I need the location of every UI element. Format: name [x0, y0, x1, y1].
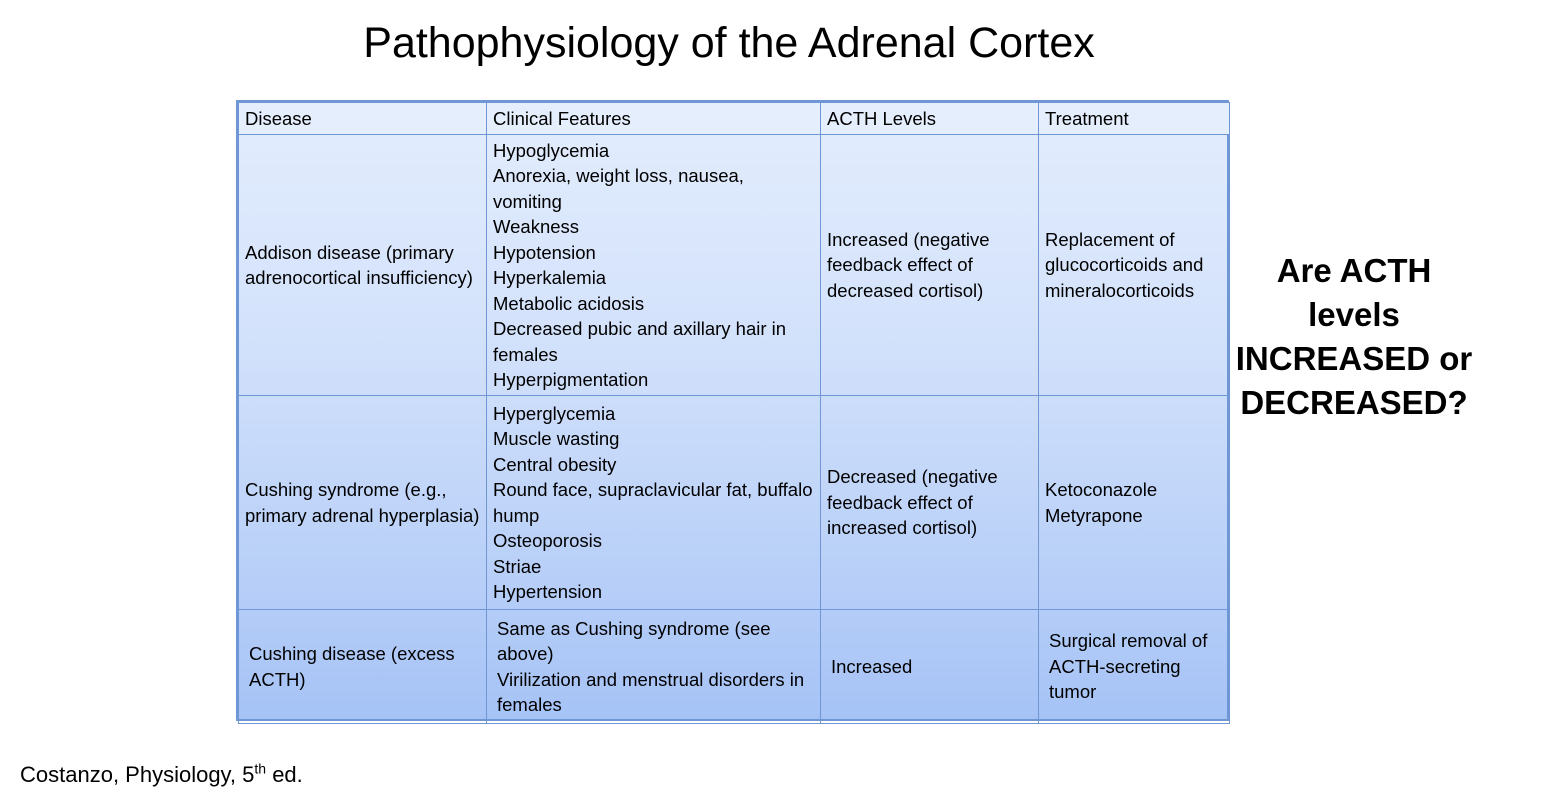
cell-treatment: Surgical removal of ACTH-secreting tumor [1038, 609, 1230, 724]
question-line: Are ACTH levels [1276, 252, 1432, 333]
feature-item: Virilization and menstrual disorders in … [497, 668, 805, 716]
treatment-item: Metyrapone [1045, 504, 1143, 526]
treatment-list: Ketoconazole Metyrapone [1045, 477, 1223, 528]
feature-item: Decreased pubic and axillary hair in fem… [493, 318, 787, 365]
table-header-row: Disease Clinical Features ACTH Levels Tr… [238, 102, 1230, 135]
citation-suffix: ed. [266, 762, 303, 787]
feature-item: Hyperglycemia [493, 402, 616, 424]
feature-item: Metabolic acidosis [493, 292, 645, 314]
feature-list: Hypoglycemia Anorexia, weight loss, naus… [493, 138, 814, 393]
feature-item: Osteoporosis [493, 530, 602, 551]
feature-item: Anorexia, weight loss, nausea, vomiting [493, 165, 744, 212]
header-treatment: Treatment [1038, 102, 1230, 135]
cell-acth-levels: Increased [820, 609, 1039, 724]
table-row-cushing-disease: Cushing disease (excess ACTH) Same as Cu… [238, 609, 1230, 724]
acth-question: Are ACTH levels INCREASED or DECREASED? [1230, 249, 1478, 425]
header-clinical-features: Clinical Features [486, 102, 821, 135]
feature-item: Hyperpigmentation [493, 369, 649, 390]
feature-item: Round face, supraclavicular fat, buffalo… [493, 479, 813, 526]
cell-treatment: Ketoconazole Metyrapone [1038, 395, 1230, 610]
feature-item: Hypertension [493, 581, 603, 602]
citation-superscript: th [254, 760, 267, 777]
header-acth-levels: ACTH Levels [820, 102, 1039, 135]
table-row-cushing-syndrome: Cushing syndrome (e.g., primary adrenal … [238, 395, 1230, 610]
cell-acth-levels: Increased (negative feedback effect of d… [820, 134, 1039, 396]
header-disease: Disease [238, 102, 487, 135]
cell-clinical-features: Same as Cushing syndrome (see above) Vir… [486, 609, 821, 724]
feature-list: Hyperglycemia Muscle wasting Central obe… [493, 401, 814, 605]
cell-treatment: Replacement of glucocorticoids and miner… [1038, 134, 1230, 396]
cell-acth-levels: Decreased (negative feedback effect of i… [820, 395, 1039, 610]
cell-disease: Addison disease (primary adrenocortical … [238, 134, 487, 396]
cell-clinical-features: Hyperglycemia Muscle wasting Central obe… [486, 395, 821, 610]
cell-clinical-features: Hypoglycemia Anorexia, weight loss, naus… [486, 134, 821, 396]
question-line: DECREASED? [1240, 384, 1468, 421]
feature-item: Weakness [493, 216, 580, 237]
question-line: INCREASED or [1235, 340, 1473, 377]
feature-item: Hyperkalemia [493, 267, 607, 288]
feature-item: Muscle wasting [493, 428, 620, 449]
slide-title: Pathophysiology of the Adrenal Cortex [363, 19, 1095, 67]
cell-disease: Cushing disease (excess ACTH) [238, 609, 487, 724]
feature-item: Striae [493, 555, 542, 577]
feature-item: Hypotension [493, 241, 596, 263]
treatment-item: Ketoconazole [1045, 479, 1158, 500]
pathophysiology-table: Disease Clinical Features ACTH Levels Tr… [238, 102, 1230, 724]
source-citation: Costanzo, Physiology, 5th ed. [20, 760, 303, 790]
feature-list: Same as Cushing syndrome (see above) Vir… [497, 616, 814, 718]
table-row-addison-disease: Addison disease (primary adrenocortical … [238, 134, 1230, 396]
feature-item: Central obesity [493, 453, 617, 475]
feature-item: Hypoglycemia [493, 139, 610, 161]
citation-text: Costanzo, Physiology, 5 [20, 762, 255, 787]
cell-disease: Cushing syndrome (e.g., primary adrenal … [238, 395, 487, 610]
adrenal-cortex-table: Disease Clinical Features ACTH Levels Tr… [236, 100, 1230, 724]
feature-item: Same as Cushing syndrome (see above) [497, 617, 771, 665]
